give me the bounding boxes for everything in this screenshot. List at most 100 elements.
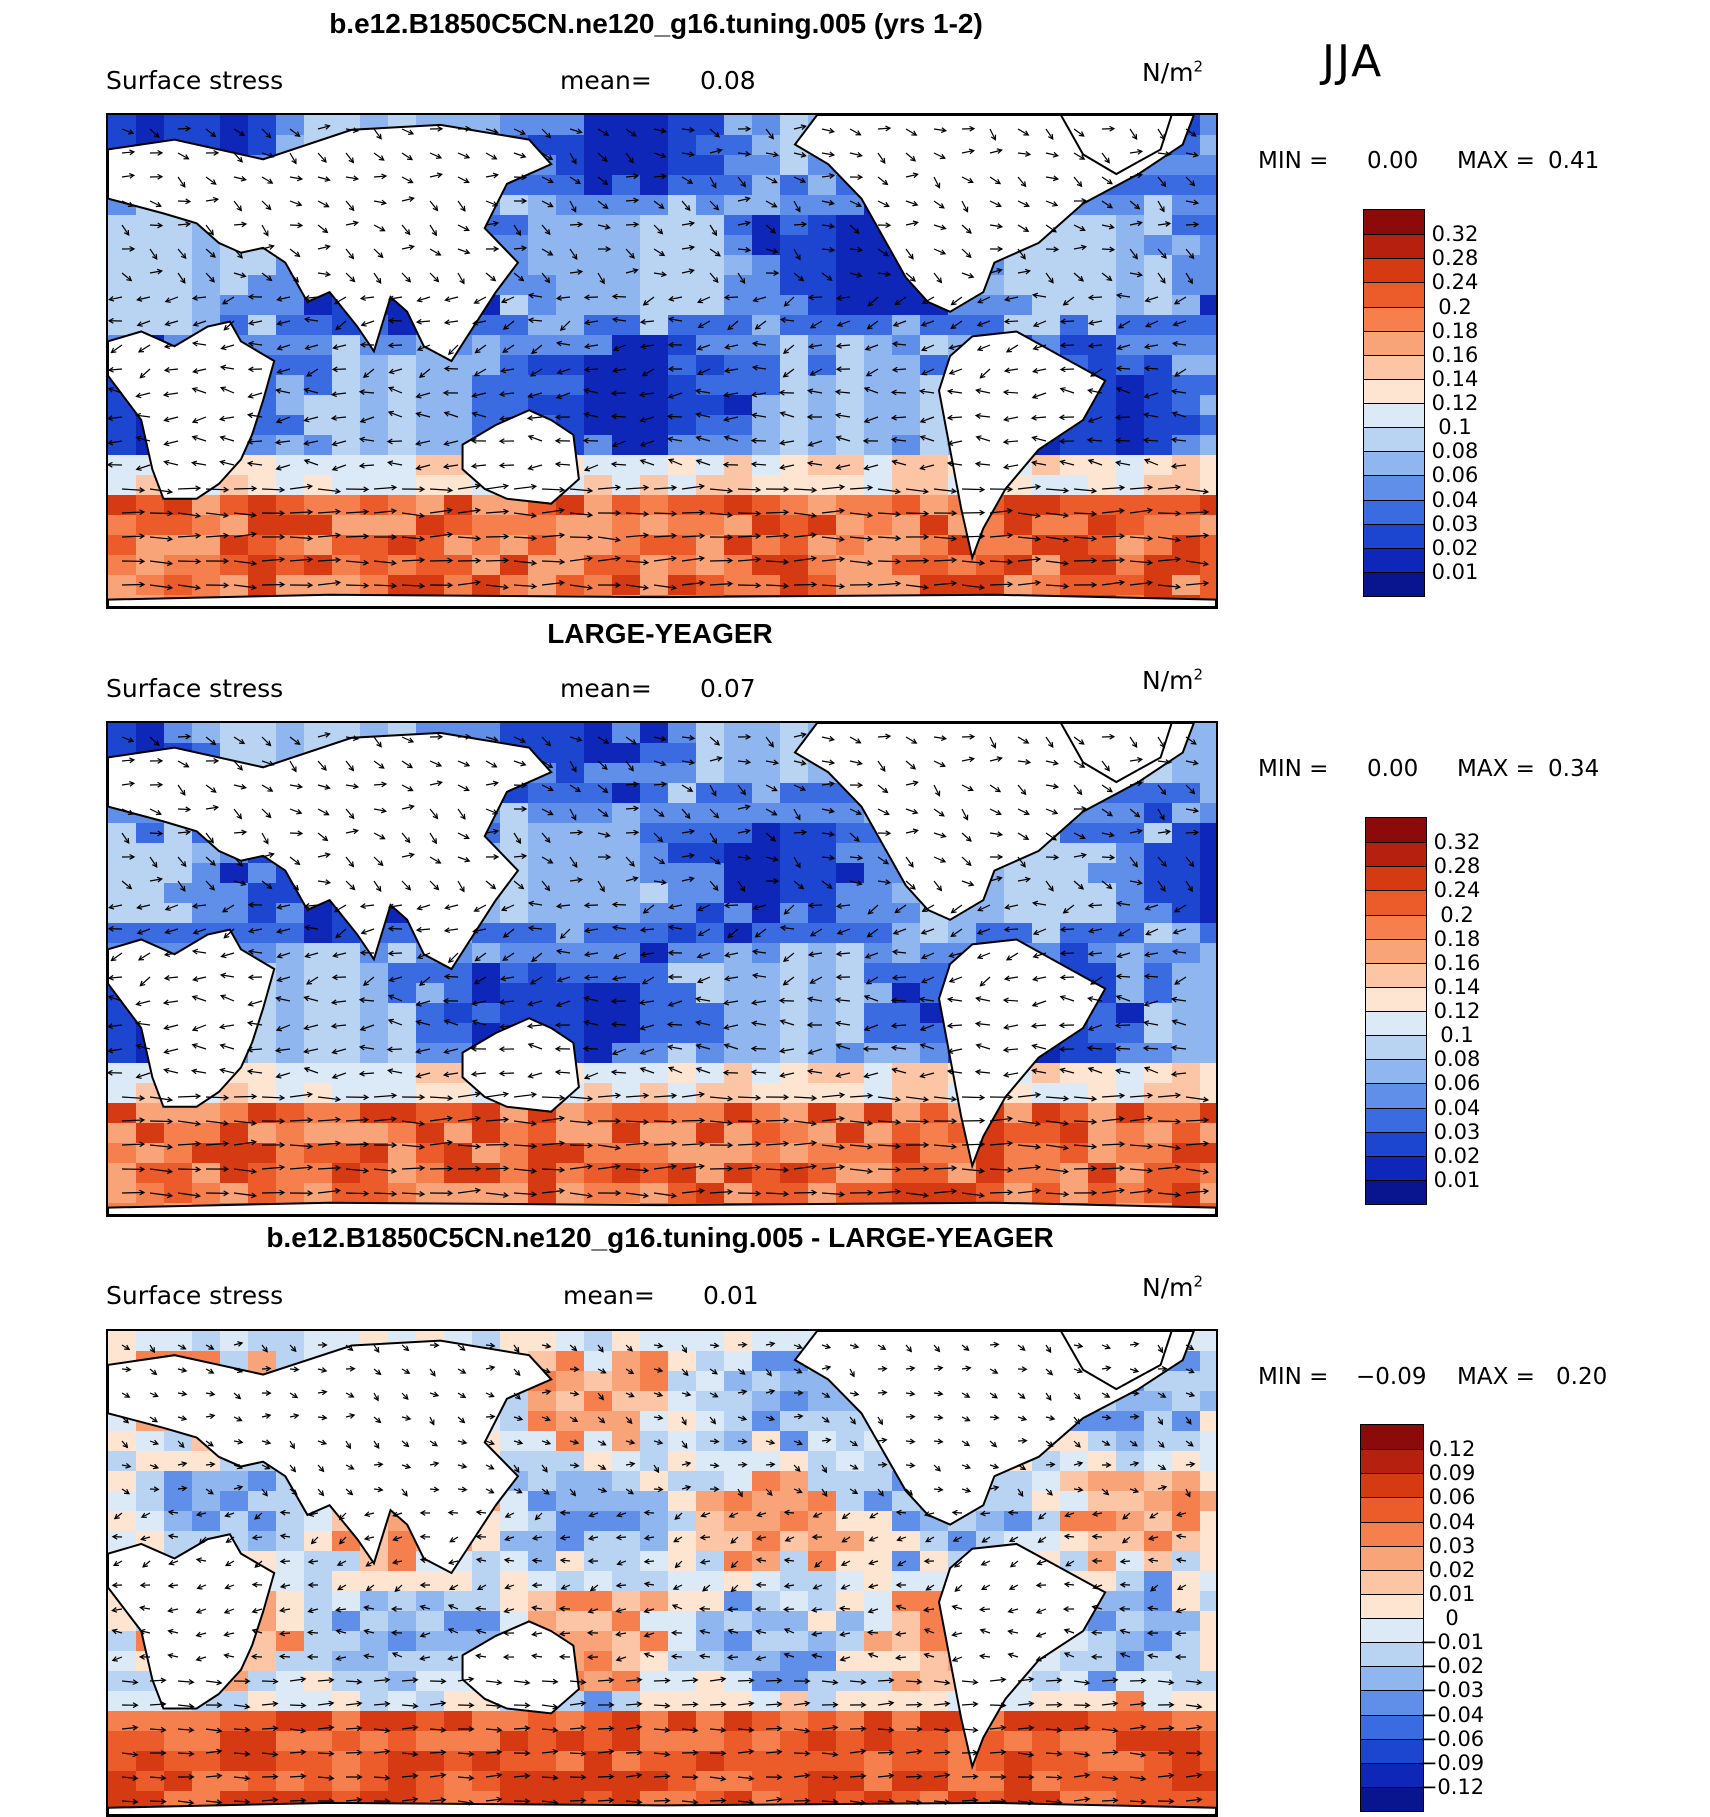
colorbar-label: 0.12 — [1417, 1437, 1487, 1461]
panel-2-max-label: MAX = — [1457, 756, 1535, 782]
colorbar-label: 0.08 — [1422, 1047, 1492, 1071]
panel-1-map — [106, 113, 1218, 609]
colorbar-label: 0.04 — [1420, 488, 1490, 512]
colorbar-label: 0.28 — [1420, 246, 1490, 270]
colorbar-swatch — [1361, 1690, 1423, 1714]
colorbar-label: 0.03 — [1417, 1534, 1487, 1558]
colorbar-label: 0.1 — [1420, 415, 1490, 439]
colorbar-swatch — [1366, 1108, 1426, 1132]
colorbar-swatch — [1366, 1035, 1426, 1059]
colorbar-swatch — [1364, 500, 1424, 524]
colorbar-label: −0.03 — [1417, 1678, 1487, 1702]
colorbar-swatch — [1361, 1425, 1423, 1449]
panel-3-title: b.e12.B1850C5CN.ne120_g16.tuning.005 - L… — [106, 1222, 1214, 1254]
colorbar-swatch — [1364, 355, 1424, 379]
land-mass — [108, 595, 1216, 607]
colorbar-swatch — [1364, 307, 1424, 331]
colorbar-label: −0.06 — [1417, 1727, 1487, 1751]
colorbar-swatch — [1366, 1011, 1426, 1035]
colorbar-swatch — [1366, 1083, 1426, 1107]
colorbar-label: 0.16 — [1422, 951, 1492, 975]
colorbar-label: 0.03 — [1420, 512, 1490, 536]
colorbar-swatch — [1364, 572, 1424, 596]
map-canvas — [108, 723, 1216, 1215]
colorbar-label: 0.14 — [1422, 975, 1492, 999]
panel-1-min-label: MIN = — [1258, 148, 1328, 174]
colorbar-label: −0.09 — [1417, 1751, 1487, 1775]
colorbar-swatch — [1364, 258, 1424, 282]
colorbar-swatch — [1364, 475, 1424, 499]
colorbar-swatch — [1364, 524, 1424, 548]
colorbar-label: 0.02 — [1420, 536, 1490, 560]
panel-1-mean-value: 0.08 — [700, 66, 756, 95]
colorbar-swatch — [1366, 842, 1426, 866]
colorbar-swatch — [1366, 1156, 1426, 1180]
colorbar-label: 0.02 — [1417, 1558, 1487, 1582]
panel-3-min-label: MIN = — [1258, 1364, 1328, 1390]
colorbar-label: 0.12 — [1420, 391, 1490, 415]
colorbar-swatch — [1364, 427, 1424, 451]
colorbar-swatch — [1361, 1715, 1423, 1739]
colorbar-swatch — [1361, 1739, 1423, 1763]
panel-3-variable: Surface stress — [106, 1281, 283, 1310]
panel-3-map — [106, 1329, 1218, 1817]
land-mass — [108, 1203, 1216, 1215]
colorbar-swatch — [1361, 1546, 1423, 1570]
panel-2-title: LARGE-YEAGER — [106, 618, 1214, 650]
panel-2-variable: Surface stress — [106, 674, 283, 703]
land-mass — [108, 1803, 1216, 1815]
colorbar-label: 0.32 — [1420, 222, 1490, 246]
colorbar-label: 0.06 — [1417, 1485, 1487, 1509]
panel-1-max-label: MAX = — [1457, 148, 1535, 174]
panel-2-max-value: 0.34 — [1548, 756, 1599, 782]
colorbar-label: 0.2 — [1422, 903, 1492, 927]
panel-3-units: N/m2 — [1142, 1273, 1203, 1302]
colorbar-swatch — [1366, 866, 1426, 890]
map-canvas — [108, 115, 1216, 607]
panel-3-max-value: 0.20 — [1556, 1364, 1607, 1390]
panel-1-title: b.e12.B1850C5CN.ne120_g16.tuning.005 (yr… — [106, 8, 1206, 40]
colorbar-swatch — [1361, 1642, 1423, 1666]
panel-2-min-label: MIN = — [1258, 756, 1328, 782]
colorbar-label: 0.1 — [1422, 1023, 1492, 1047]
colorbar-swatch — [1366, 1180, 1426, 1204]
colorbar-swatch — [1361, 1787, 1423, 1811]
colorbar-swatch — [1366, 963, 1426, 987]
season-label: JJA — [1322, 36, 1383, 87]
colorbar-swatch — [1366, 1132, 1426, 1156]
colorbar-label: 0.28 — [1422, 854, 1492, 878]
colorbar-swatch — [1364, 548, 1424, 572]
panel-1-units: N/m2 — [1142, 58, 1203, 87]
panel-1-min-value: 0.00 — [1367, 148, 1418, 174]
colorbar-swatch — [1361, 1666, 1423, 1690]
colorbar-swatch — [1364, 331, 1424, 355]
colorbar-label: 0.24 — [1422, 878, 1492, 902]
colorbar-label: 0.14 — [1420, 367, 1490, 391]
panel-2-map — [106, 721, 1218, 1217]
colorbar-label: 0.01 — [1422, 1168, 1492, 1192]
panel-2-min-value: 0.00 — [1367, 756, 1418, 782]
colorbar-label: 0.04 — [1422, 1096, 1492, 1120]
colorbar-swatch — [1361, 1497, 1423, 1521]
colorbar-label: 0.02 — [1422, 1144, 1492, 1168]
colorbar-swatch — [1361, 1763, 1423, 1787]
colorbar-swatch — [1361, 1570, 1423, 1594]
colorbar-label: 0.01 — [1420, 560, 1490, 584]
colorbar-label: 0.32 — [1422, 830, 1492, 854]
map-canvas — [108, 1331, 1216, 1815]
colorbar-label: −0.12 — [1417, 1775, 1487, 1799]
colorbar-swatch — [1366, 939, 1426, 963]
panel-1-max-value: 0.41 — [1548, 148, 1599, 174]
colorbar-swatch — [1364, 210, 1424, 234]
colorbar-label: 0.06 — [1420, 463, 1490, 487]
colorbar-swatch — [1364, 234, 1424, 258]
colorbar-label: 0.18 — [1422, 927, 1492, 951]
colorbar-label: −0.02 — [1417, 1654, 1487, 1678]
colorbar-label: 0.01 — [1417, 1582, 1487, 1606]
colorbar-swatch — [1366, 1059, 1426, 1083]
colorbar-swatch — [1366, 987, 1426, 1011]
panel-3-mean-value: 0.01 — [703, 1281, 759, 1310]
